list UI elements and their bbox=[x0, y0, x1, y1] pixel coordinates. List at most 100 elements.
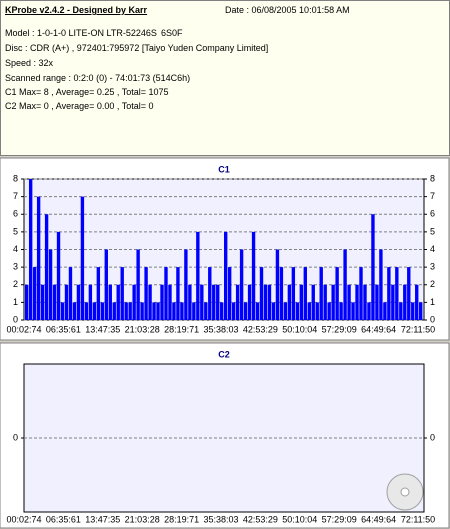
bar bbox=[227, 267, 232, 320]
bar bbox=[152, 302, 156, 320]
bar bbox=[88, 284, 93, 320]
bar bbox=[76, 284, 81, 320]
disc: Disc : CDR (A+) , 972401:795972 [Taiyo Y… bbox=[5, 43, 269, 53]
app-title: KProbe v2.4.2 - Designed by Karr bbox=[5, 5, 148, 15]
bar bbox=[184, 249, 188, 320]
bar bbox=[28, 179, 33, 320]
bar bbox=[315, 302, 319, 320]
bar bbox=[367, 302, 371, 320]
x-tick-label: 06:35:61 bbox=[46, 324, 81, 334]
bar bbox=[25, 284, 29, 320]
bar bbox=[347, 284, 351, 320]
y2-tick-label: 3 bbox=[430, 262, 435, 272]
y-tick-label: 8 bbox=[13, 173, 18, 183]
bar bbox=[251, 231, 256, 320]
bar bbox=[339, 302, 343, 320]
bar bbox=[176, 267, 180, 320]
bar bbox=[204, 302, 208, 320]
bar bbox=[200, 284, 204, 320]
bar bbox=[96, 267, 101, 320]
bar bbox=[359, 267, 363, 320]
date: Date : 06/08/2005 10:01:58 AM bbox=[225, 5, 350, 15]
bar bbox=[60, 302, 65, 320]
bar bbox=[355, 284, 359, 320]
bar bbox=[120, 267, 124, 320]
bar bbox=[84, 302, 89, 320]
x-tick-label: 42:53:29 bbox=[243, 324, 278, 334]
bar bbox=[160, 284, 164, 320]
bar bbox=[263, 284, 268, 320]
bar bbox=[124, 302, 128, 320]
bar bbox=[383, 302, 387, 320]
bar bbox=[291, 267, 296, 320]
bar bbox=[287, 284, 292, 320]
x-tick-label: 13:47:35 bbox=[85, 324, 120, 334]
bar bbox=[407, 267, 411, 320]
bar bbox=[212, 284, 216, 320]
bar bbox=[192, 302, 196, 320]
model: Model : 1-0-1-0 LITE-ON LTR-52246S bbox=[5, 28, 157, 38]
x-tick-label: 57:29:09 bbox=[322, 514, 357, 524]
x-tick-label: 00:02:74 bbox=[6, 324, 41, 334]
x-tick-label: 72:11:50 bbox=[401, 514, 435, 524]
bar bbox=[108, 284, 112, 320]
bar bbox=[140, 302, 144, 320]
bar bbox=[283, 302, 288, 320]
bar bbox=[351, 302, 355, 320]
bar bbox=[319, 267, 323, 320]
bar bbox=[72, 302, 77, 320]
bar bbox=[100, 302, 105, 320]
x-tick-label: 64:49:64 bbox=[361, 514, 396, 524]
y-tick-label: 6 bbox=[13, 209, 18, 219]
bar bbox=[343, 249, 347, 320]
x-tick-label: 64:49:64 bbox=[361, 324, 396, 334]
bar bbox=[40, 284, 45, 320]
bar bbox=[148, 284, 152, 320]
bar bbox=[387, 267, 391, 320]
y2-tick-label: 6 bbox=[430, 209, 435, 219]
bar bbox=[132, 284, 136, 320]
x-tick-label: 28:19:71 bbox=[164, 514, 199, 524]
y2-tick-label: 2 bbox=[430, 279, 435, 289]
y2-tick-label: 1 bbox=[430, 297, 435, 307]
y2-tick-label: 8 bbox=[430, 173, 435, 183]
bar bbox=[307, 302, 311, 320]
bar bbox=[208, 267, 212, 320]
bar bbox=[92, 302, 97, 320]
bar bbox=[220, 302, 224, 320]
bar bbox=[275, 249, 280, 320]
x-tick-label: 50:10:04 bbox=[282, 514, 317, 524]
bar bbox=[48, 249, 53, 320]
bar bbox=[371, 214, 375, 320]
y-tick-label: 2 bbox=[13, 279, 18, 289]
bar bbox=[247, 284, 252, 320]
bar bbox=[144, 267, 148, 320]
x-tick-label: 57:29:09 bbox=[322, 324, 357, 334]
bar bbox=[395, 267, 399, 320]
c2-stats: C2 Max= 0 , Average= 0.00 , Total= 0 bbox=[5, 101, 154, 111]
bar bbox=[311, 284, 315, 320]
bar bbox=[239, 249, 244, 320]
y-tick-label: 3 bbox=[13, 262, 18, 272]
bar bbox=[295, 302, 300, 320]
bar bbox=[36, 196, 41, 320]
bar bbox=[136, 249, 140, 320]
bar bbox=[271, 302, 276, 320]
bar bbox=[188, 284, 192, 320]
y2-tick-label: 5 bbox=[430, 226, 435, 236]
disc-icon-hole bbox=[400, 487, 410, 497]
bar bbox=[323, 284, 327, 320]
bar bbox=[303, 267, 307, 320]
y-tick-label: 5 bbox=[13, 226, 18, 236]
bar bbox=[279, 267, 284, 320]
bar bbox=[399, 302, 403, 320]
firmware: 6S0F bbox=[161, 28, 183, 38]
x-tick-label: 13:47:35 bbox=[85, 514, 120, 524]
x-tick-label: 21:03:28 bbox=[125, 324, 160, 334]
c1-stats: C1 Max= 8 , Average= 0.25 , Total= 1075 bbox=[5, 87, 169, 97]
x-tick-label: 42:53:29 bbox=[243, 514, 278, 524]
bar bbox=[128, 302, 132, 320]
bar bbox=[331, 284, 335, 320]
x-tick-label: 35:38:03 bbox=[203, 324, 238, 334]
